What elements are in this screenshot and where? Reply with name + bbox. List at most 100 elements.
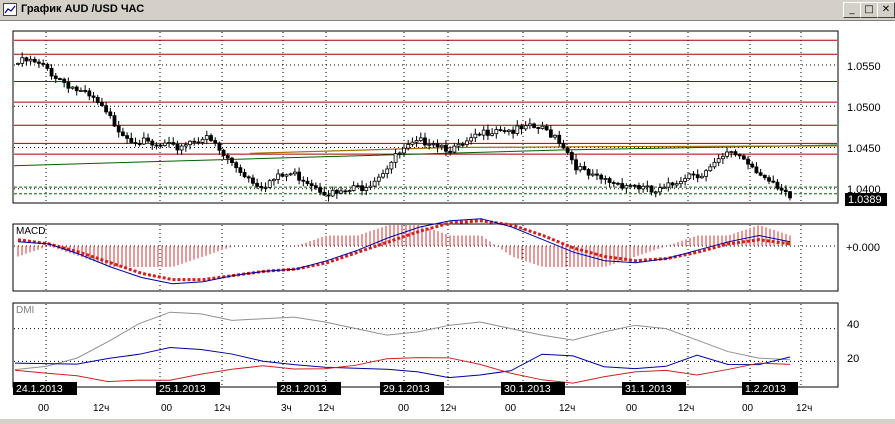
hour-label: 00 — [38, 403, 50, 414]
chart-area[interactable]: 1.0550 1.0500 1.0450 1.0400 1.0389 MACD … — [0, 21, 895, 419]
hour-label: 00 — [626, 403, 638, 414]
candle-down — [24, 57, 29, 62]
candle-down — [297, 171, 302, 181]
candle-down — [569, 152, 574, 161]
dmi-panel: DMI 40 20 — [12, 302, 859, 388]
candle-down — [230, 157, 234, 164]
moving-averages — [13, 144, 838, 167]
candle-down — [779, 187, 784, 191]
candle-down — [670, 182, 675, 186]
candle-down — [616, 182, 620, 185]
candle-up — [473, 133, 478, 139]
candle-down — [767, 177, 771, 182]
candle-down — [649, 185, 654, 193]
candle-up — [167, 142, 171, 144]
candle-down — [637, 185, 641, 190]
candle-down — [45, 63, 50, 69]
candle-down — [74, 86, 79, 92]
candle-down — [32, 58, 37, 63]
candle-up — [708, 166, 713, 172]
maximize-button[interactable]: □ — [860, 2, 878, 18]
candle-up — [427, 143, 432, 146]
candle-down — [62, 78, 67, 83]
candle-down — [477, 133, 482, 136]
candle-down — [620, 183, 625, 189]
candle-down — [133, 142, 138, 144]
macd-label: MACD — [16, 226, 45, 237]
candle-up — [28, 58, 33, 62]
price-tick-label: 1.0450 — [847, 143, 881, 155]
window-titlebar[interactable]: График AUD /USD ЧАС _ □ ✕ — [0, 0, 895, 21]
candle-down — [150, 140, 155, 146]
candle-up — [712, 161, 717, 168]
plus-di-line — [14, 346, 791, 379]
candle-up — [506, 129, 511, 132]
ma-line-gold — [249, 145, 838, 154]
candle-up — [490, 133, 495, 136]
candle-up — [418, 137, 423, 141]
date-label: 30.1.2013 — [501, 382, 565, 395]
candle-down — [586, 169, 591, 176]
candle-down — [209, 135, 213, 141]
svg-text:31.1.2013: 31.1.2013 — [625, 383, 672, 395]
candle-up — [540, 125, 545, 129]
candle-down — [511, 129, 515, 134]
candle-down — [91, 95, 96, 98]
candle-up — [699, 175, 704, 179]
candle-up — [645, 185, 650, 188]
candle-down — [561, 143, 566, 149]
candle-up — [729, 151, 734, 154]
candle-down — [41, 62, 46, 65]
candle-down — [536, 127, 541, 129]
chart-canvas[interactable]: 1.0550 1.0500 1.0450 1.0400 1.0389 MACD … — [0, 21, 895, 419]
candle-down — [695, 174, 700, 179]
candle-up — [141, 137, 146, 145]
candle-up — [679, 181, 683, 185]
macd-lines — [17, 218, 791, 285]
candle-down — [255, 182, 260, 187]
candle-up — [553, 134, 557, 138]
candle-up — [465, 140, 469, 145]
price-axis: 1.0550 1.0500 1.0450 1.0400 — [847, 61, 881, 196]
candle-down — [104, 105, 109, 113]
candle-down — [49, 67, 54, 77]
candle-down — [448, 150, 453, 153]
candle-up — [590, 173, 595, 176]
candle-up — [376, 176, 381, 182]
close-button[interactable]: ✕ — [877, 2, 895, 18]
candle-down — [544, 125, 549, 131]
minimize-button[interactable]: _ — [843, 2, 861, 18]
candle-up — [347, 190, 352, 193]
candle-down — [691, 173, 696, 176]
candle-up — [683, 178, 688, 182]
candle-down — [53, 75, 58, 79]
hour-label: 00 — [742, 403, 754, 414]
candle-down — [309, 183, 314, 187]
candle-down — [498, 129, 503, 132]
dmi-label: DMI — [16, 305, 34, 316]
candle-down — [83, 90, 88, 92]
candle-up — [179, 145, 184, 151]
candle-up — [704, 170, 708, 177]
candle-down — [259, 185, 264, 189]
candle-up — [469, 137, 474, 142]
candle-down — [423, 137, 427, 146]
candle-up — [368, 185, 373, 188]
candle-down — [775, 181, 780, 189]
candle-up — [641, 185, 646, 190]
candle-up — [372, 180, 377, 187]
hour-label: 12ч — [678, 403, 694, 414]
candle-up — [720, 155, 725, 160]
candle-up — [725, 151, 729, 157]
candle-up — [183, 144, 188, 147]
candle-down — [607, 178, 612, 183]
date-label: 28.1.2013 — [277, 382, 341, 395]
candle-up — [666, 182, 671, 188]
candle-down — [532, 123, 536, 128]
candle-up — [70, 86, 75, 89]
price-tick-label: 1.0500 — [847, 102, 881, 114]
candle-down — [502, 130, 507, 132]
candle-up — [674, 183, 679, 186]
candle-down — [486, 129, 490, 136]
candle-up — [397, 152, 402, 155]
